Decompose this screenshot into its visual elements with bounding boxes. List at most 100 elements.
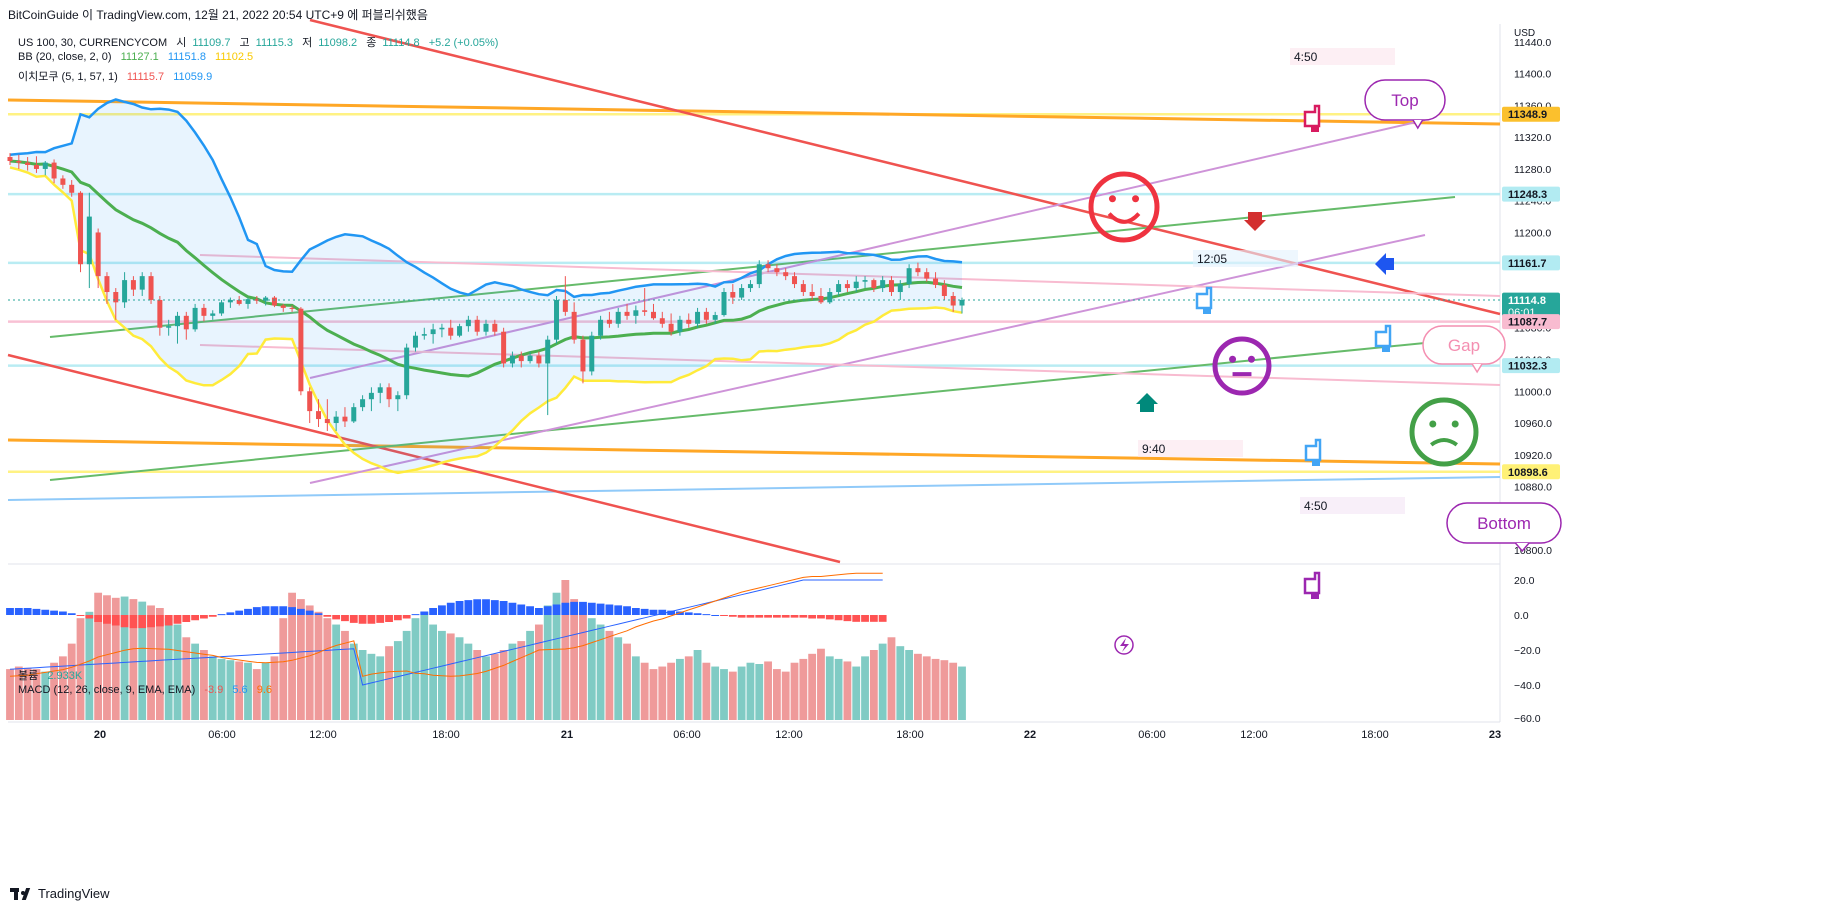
- macd-hist-bar: [587, 602, 596, 615]
- bottom-note-bubble-tail: [1514, 542, 1530, 553]
- timer-label: 9:40: [1142, 442, 1166, 456]
- publish-header-text: BitCoinGuide 이 TradingView.com, 12월 21, …: [8, 8, 428, 22]
- candle-body: [827, 292, 833, 303]
- volume-bar: [825, 656, 834, 720]
- volume-bar: [755, 664, 764, 720]
- macd-hist-bar: [861, 615, 869, 622]
- candle-body: [201, 307, 207, 316]
- macd-hist-bar: [746, 615, 755, 618]
- price-tick-label: 11320.0: [1514, 132, 1551, 144]
- macd-hist-bar: [552, 604, 561, 615]
- macd-hist-bar: [473, 599, 482, 615]
- volume-bar: [781, 671, 790, 720]
- macd-hist-bar: [367, 615, 376, 624]
- macd-hist-bar: [138, 615, 147, 629]
- candle-body: [924, 272, 930, 279]
- happy-face-icon: [1088, 171, 1160, 243]
- volume-bar: [684, 656, 693, 720]
- legend-macd-signal: 9.6: [256, 684, 273, 696]
- volume-bar: [587, 618, 596, 720]
- candle-body: [580, 339, 586, 372]
- candle-body: [263, 297, 269, 301]
- volume-bar: [676, 658, 684, 720]
- uneasy-face-icon-eye: [1429, 420, 1437, 428]
- legend-close-label: 종: [366, 37, 377, 49]
- candle-body: [501, 331, 507, 364]
- volume-bar: [508, 643, 517, 720]
- candle-body: [78, 192, 84, 265]
- volume-bar: [905, 650, 914, 720]
- macd-hist-bar: [103, 615, 111, 624]
- neutral-face-icon-eye: [1247, 355, 1255, 363]
- candle-body: [457, 326, 463, 336]
- candle-body: [69, 184, 75, 193]
- price-axis-unit: USD: [1514, 28, 1535, 39]
- candle-body: [871, 280, 877, 289]
- macd-hist-bar: [772, 615, 781, 618]
- volume-bar: [270, 656, 279, 720]
- macd-hist-bar: [332, 615, 341, 620]
- volume-bar: [402, 630, 411, 720]
- macd-hist-bar: [614, 605, 623, 615]
- uneasy-face-icon-eye: [1451, 420, 1459, 428]
- time-tick-label: 23: [1489, 729, 1501, 741]
- macd-hist-bar: [226, 612, 235, 615]
- candle-body: [60, 178, 66, 185]
- volume-bar: [949, 662, 958, 720]
- legend-volume[interactable]: 볼륨 2.933K: [18, 667, 88, 683]
- macd-hist-bar: [305, 610, 314, 615]
- candle-body: [897, 284, 903, 293]
- uneasy-face-icon: [1409, 397, 1479, 467]
- volume-bar: [67, 643, 76, 720]
- macd-hist-bar: [191, 615, 200, 621]
- candle-body: [86, 216, 92, 265]
- volume-bar: [50, 662, 58, 720]
- macd-hist-bar: [296, 608, 305, 615]
- candle-body: [122, 280, 128, 303]
- macd-hist-bar: [129, 615, 138, 629]
- legend-ichimoku[interactable]: 이치모쿠 (5, 1, 57, 1) 11115.7 11059.9: [18, 68, 218, 84]
- candle-body: [545, 339, 551, 364]
- volume-bar: [931, 658, 940, 720]
- volume-bar: [852, 666, 861, 720]
- legend-ichimoku-v2: 11059.9: [173, 71, 213, 83]
- top-note-bubble: [1364, 79, 1446, 121]
- candle-body: [166, 326, 172, 328]
- volume-bar: [764, 661, 772, 720]
- macd-hist-bar: [67, 613, 76, 615]
- macd-hist-bar: [235, 610, 244, 615]
- hand-pointer-icon-cuff: [1203, 308, 1211, 314]
- legend-symbol[interactable]: US 100, 30, CURRENCYCOM 시 11109.7 고 11115.…: [18, 34, 504, 50]
- volume-bar: [887, 637, 896, 720]
- candle-body: [774, 268, 780, 273]
- time-tick-label: 12:00: [1240, 729, 1268, 741]
- tradingview-brand[interactable]: TradingView: [10, 886, 110, 901]
- candle-body: [950, 295, 956, 306]
- volume-bar: [32, 669, 41, 720]
- volume-bar: [147, 605, 155, 720]
- volume-bar: [305, 605, 314, 720]
- macd-hist-bar: [420, 611, 429, 615]
- candle-body: [16, 161, 22, 163]
- price-label: 11032.3: [1508, 361, 1547, 373]
- legend-macd-name: MACD (12, 26, close, 9, EMA, EMA): [18, 684, 196, 696]
- volume-bar: [367, 653, 376, 720]
- volume-bar: [111, 597, 120, 720]
- top-note-label: Top: [1391, 91, 1418, 110]
- green-channel-line: [49, 196, 1456, 338]
- legend-macd[interactable]: MACD (12, 26, close, 9, EMA, EMA) -3.9 5…: [18, 684, 278, 696]
- volume-bar: [94, 592, 103, 720]
- candle-body: [677, 319, 683, 332]
- legend-bb[interactable]: BB (20, close, 2, 0) 11127.1 11151.8 111…: [18, 51, 259, 63]
- price-tick-label: 10880.0: [1514, 482, 1552, 494]
- tradingview-brand-label: TradingView: [38, 886, 110, 901]
- up-arrow-icon: [1136, 393, 1158, 412]
- price-tick-label: 11000.0: [1514, 386, 1551, 398]
- price-label: 11161.7: [1508, 258, 1547, 270]
- candle-body: [360, 399, 366, 408]
- macd-hist-bar: [640, 608, 649, 615]
- macd-hist-bar: [446, 602, 455, 615]
- volume-bar: [958, 666, 966, 720]
- macd-hist-bar: [341, 615, 349, 622]
- happy-face-icon-mouth: [1107, 212, 1141, 224]
